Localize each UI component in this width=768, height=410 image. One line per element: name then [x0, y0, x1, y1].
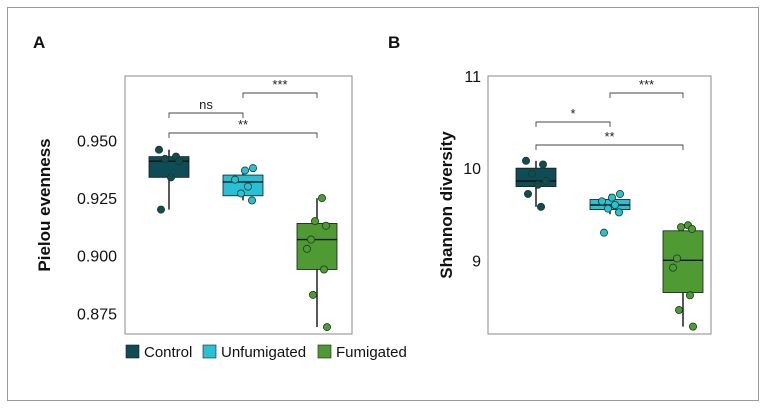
bracket-line	[242, 92, 318, 98]
y-tick-label: 11	[464, 69, 481, 86]
data-point	[524, 189, 533, 198]
plot-border	[124, 75, 353, 335]
data-point	[534, 180, 543, 189]
data-point	[677, 223, 686, 232]
data-point	[308, 290, 317, 299]
data-point	[689, 322, 698, 331]
data-point	[673, 254, 682, 263]
data-point	[675, 306, 684, 315]
box	[296, 223, 338, 270]
y-axis-title: Shannon diversity	[437, 131, 456, 279]
box-group-fumigated	[662, 221, 704, 331]
data-point	[539, 160, 548, 169]
y-tick-label: 10	[463, 161, 481, 178]
legend-label: Control	[144, 344, 192, 361]
data-point	[542, 177, 551, 186]
bracket-line	[168, 132, 318, 138]
figure-frame	[7, 7, 759, 401]
data-point	[310, 217, 319, 226]
panel-letter: A	[33, 33, 45, 52]
legend: Control Unfumigated Fumigated	[125, 344, 407, 361]
data-point	[317, 194, 326, 203]
plot-border	[487, 75, 712, 335]
significance-bracket: ns	[168, 97, 244, 118]
significance-bracket: **	[535, 129, 684, 150]
y-tick-label: 0.950	[77, 134, 117, 151]
data-point	[600, 228, 609, 237]
data-point	[598, 197, 607, 206]
data-point	[306, 235, 315, 244]
data-point	[156, 205, 165, 214]
bracket-line	[535, 144, 684, 150]
data-point	[604, 204, 613, 213]
data-point	[686, 291, 695, 300]
significance-label: **	[238, 117, 248, 132]
legend-swatch	[202, 344, 217, 359]
data-point	[247, 196, 256, 205]
box-group-unfumigated	[589, 189, 631, 237]
box-group-unfumigated	[222, 164, 264, 205]
significance-label: **	[604, 129, 614, 144]
data-point	[321, 221, 330, 230]
box-group-control	[148, 145, 190, 214]
legend-entry: Fumigated	[317, 344, 407, 361]
bracket-line	[168, 112, 244, 118]
significance-label: *	[570, 106, 575, 121]
y-tick-label: 0.900	[77, 249, 117, 266]
significance-label: ***	[272, 77, 287, 92]
data-point	[688, 224, 697, 233]
data-point	[166, 173, 175, 182]
legend-entry: Unfumigated	[202, 344, 306, 361]
legend-swatch	[125, 344, 140, 359]
significance-label: ***	[639, 77, 654, 92]
y-tick-label: 0.925	[77, 191, 117, 208]
data-point	[669, 263, 678, 272]
bracket-line	[535, 121, 611, 127]
significance-label: ns	[199, 97, 213, 112]
legend-label: Unfumigated	[221, 344, 306, 361]
box-group-control	[515, 156, 557, 211]
legend-entry: Control	[125, 344, 192, 361]
y-tick-label: 0.875	[77, 306, 117, 323]
data-point	[319, 265, 328, 274]
data-point	[522, 156, 531, 165]
y-axis-title: Pielou evenness	[35, 138, 54, 271]
legend-swatch	[317, 344, 332, 359]
y-tick-label: 9	[472, 253, 481, 270]
bracket-line	[609, 92, 684, 98]
panel-a: A Pielou evenness 0.875 0.900 0.925 0.950 ns **…	[33, 33, 353, 335]
data-point	[174, 157, 183, 166]
significance-bracket: *	[535, 106, 611, 127]
data-point	[240, 166, 249, 175]
legend-label: Fumigated	[336, 344, 407, 361]
significance-bracket: ***	[609, 77, 684, 98]
box-group-fumigated	[296, 194, 338, 332]
data-point	[160, 154, 169, 163]
data-point	[302, 244, 311, 253]
data-point	[230, 175, 239, 184]
data-point	[611, 200, 620, 209]
panel-letter: B	[388, 33, 400, 52]
data-point	[243, 182, 252, 191]
data-point	[236, 189, 245, 198]
data-point	[537, 202, 546, 211]
data-point	[322, 323, 331, 332]
significance-bracket: ***	[242, 77, 318, 98]
significance-bracket: **	[168, 117, 318, 138]
data-point	[248, 164, 257, 173]
data-point	[528, 169, 537, 178]
data-point	[616, 189, 625, 198]
box	[662, 230, 704, 293]
data-point	[615, 208, 624, 217]
data-point	[154, 145, 163, 154]
data-point	[608, 193, 617, 202]
